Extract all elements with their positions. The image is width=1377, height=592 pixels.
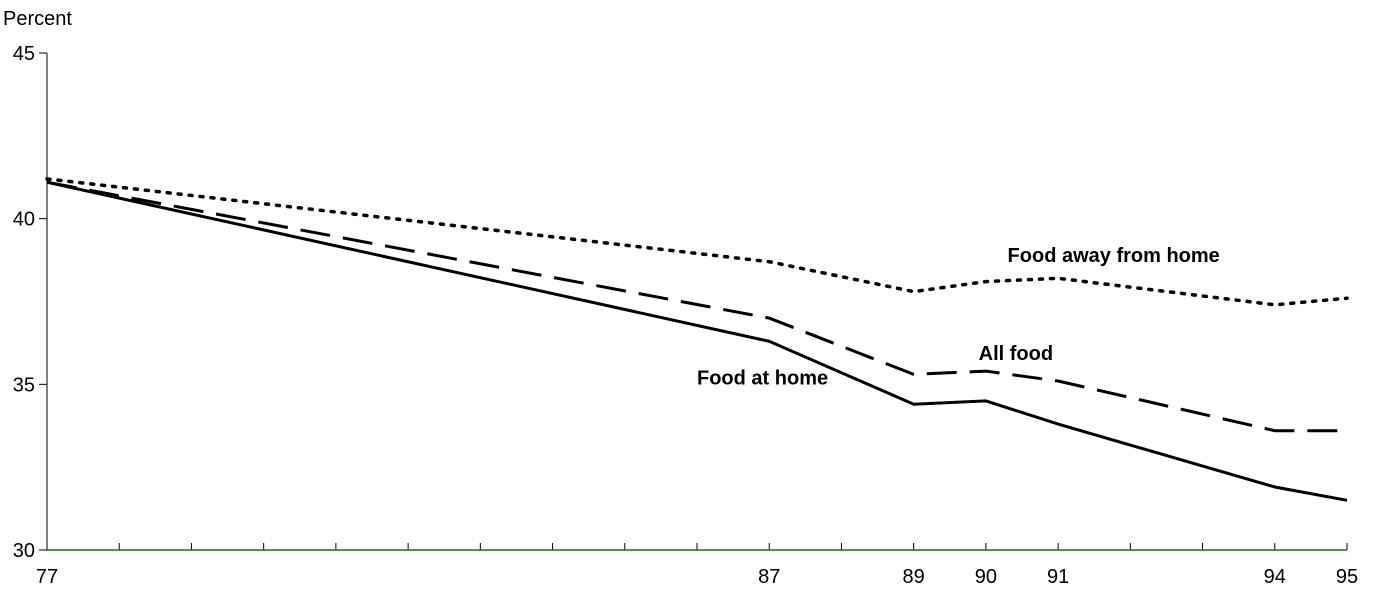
x-tick-label: 87 (758, 566, 780, 588)
series-lines (45, 177, 1349, 502)
x-axis-ticks: 77 87 89 90 91 94 95 (36, 543, 1358, 588)
y-axis-ticks: 30 35 40 45 (13, 43, 47, 562)
y-tick-label: 30 (13, 540, 35, 562)
series-label-food-away-from-home: Food away from home (1008, 245, 1220, 267)
y-tick-label: 45 (13, 43, 35, 65)
y-tick-label: 35 (13, 374, 35, 396)
y-tick-label: 40 (13, 209, 35, 231)
x-tick-label: 94 (1264, 566, 1286, 588)
x-tick-label: 90 (975, 566, 997, 588)
x-tick-label: 77 (36, 566, 58, 588)
series-line-all-food (46, 180, 1347, 433)
series-annotations: Food away from home All food Food at home (697, 245, 1220, 390)
y-axis-title: Percent (3, 8, 72, 30)
series-line-food-away-from-home (45, 177, 1349, 307)
series-label-food-at-home: Food at home (697, 368, 828, 390)
x-tick-label: 89 (903, 566, 925, 588)
x-tick-label: 95 (1336, 566, 1358, 588)
x-tick-label: 91 (1047, 566, 1069, 588)
series-label-all-food: All food (979, 343, 1053, 365)
series-line-food-at-home (46, 180, 1348, 502)
